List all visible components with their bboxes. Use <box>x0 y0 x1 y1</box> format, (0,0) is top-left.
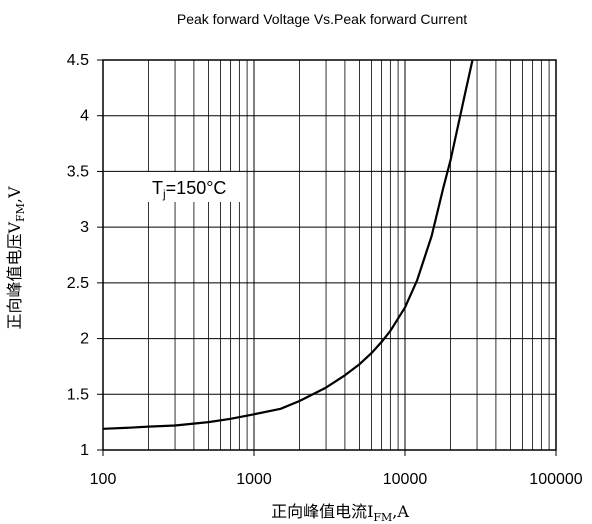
chart-title: Peak forward Voltage Vs.Peak forward Cur… <box>177 11 467 27</box>
y-axis-label-main: 正向峰值电压V <box>5 222 24 330</box>
y-axis-label: 正向峰值电压VFM,V <box>5 186 27 330</box>
y-axis-label-tail: ,V <box>5 186 24 203</box>
x-ticks: 100 1000 10000 100000 <box>90 450 583 488</box>
y-tick-label: 1.5 <box>67 386 89 403</box>
y-tick-label: 2 <box>80 331 89 348</box>
y-tick-label: 3.5 <box>67 163 89 180</box>
annotation-sub: j <box>162 187 166 201</box>
y-tick-label: 4 <box>80 108 89 125</box>
x-tick-label: 100000 <box>529 471 582 488</box>
x-tick-label: 10000 <box>383 471 428 488</box>
y-axis-label-sub: FM <box>14 203 27 222</box>
x-axis-label-sub: FM <box>373 511 392 524</box>
x-axis-label: 正向峰值电流IFM,A <box>271 502 409 524</box>
annotation-box <box>138 172 246 202</box>
y-tick-label: 4.5 <box>67 52 89 69</box>
annotation-label: Tj=150°C <box>152 178 226 201</box>
y-tick-label: 1 <box>80 442 89 459</box>
x-axis-label-main: 正向峰值电流I <box>271 502 373 521</box>
series-line <box>102 59 474 430</box>
y-ticks: 1 1.5 2 2.5 3 3.5 4 4.5 <box>67 52 103 459</box>
plot-frame <box>102 59 557 451</box>
x-tick-label: 100 <box>90 471 117 488</box>
x-axis-label-tail: ,A <box>392 502 409 521</box>
y-tick-label: 3 <box>80 219 89 236</box>
annotation-main: T <box>152 178 163 198</box>
y-tick-label: 2.5 <box>67 275 89 292</box>
annotation-tail: =150°C <box>166 178 227 198</box>
x-tick-label: 1000 <box>236 471 272 488</box>
series-group <box>102 59 474 430</box>
grid <box>103 60 556 450</box>
